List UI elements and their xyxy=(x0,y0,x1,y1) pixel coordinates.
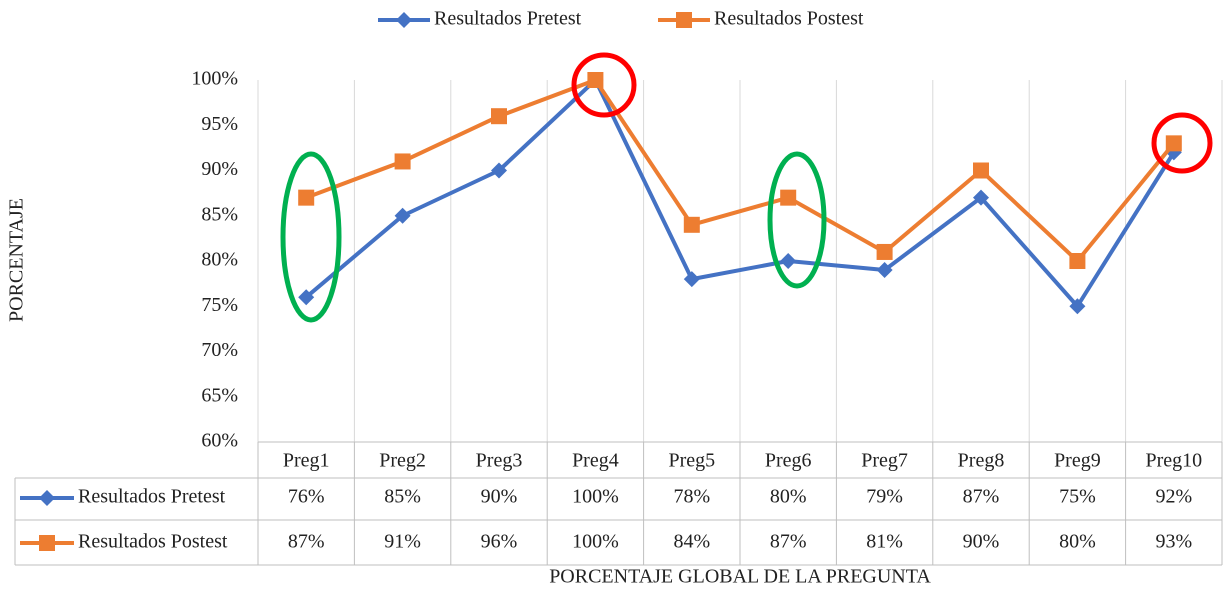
table-value: 92% xyxy=(1155,486,1192,508)
legend-marker xyxy=(676,12,692,28)
y-tick-label: 85% xyxy=(201,203,238,225)
x-tick-label: Preg8 xyxy=(958,450,1005,472)
data-point xyxy=(298,289,315,306)
table-value: 87% xyxy=(770,531,807,553)
data-point xyxy=(973,162,989,179)
table-value: 96% xyxy=(481,531,518,553)
table-value: 87% xyxy=(963,486,1000,508)
table-value: 84% xyxy=(673,531,710,553)
data-point xyxy=(394,153,411,170)
data-point xyxy=(394,207,411,224)
y-tick-label: 75% xyxy=(201,294,238,316)
table-value: 93% xyxy=(1155,531,1192,553)
y-tick-label: 90% xyxy=(201,158,238,180)
data-point xyxy=(1069,298,1086,315)
data-point xyxy=(491,162,507,179)
x-tick-label: Preg4 xyxy=(572,450,619,472)
series-line xyxy=(305,78,1176,263)
data-point xyxy=(298,189,315,206)
x-tick-label: Preg10 xyxy=(1145,450,1202,472)
x-tick-label: Preg7 xyxy=(861,450,908,472)
table-value: 76% xyxy=(288,486,325,508)
data-point xyxy=(1165,135,1182,152)
x-tick-label: Preg3 xyxy=(476,450,523,472)
series-line xyxy=(304,78,1176,309)
table-value: 85% xyxy=(384,486,421,508)
data-point xyxy=(491,108,507,125)
x-tick-label: Preg1 xyxy=(283,450,330,472)
annotation-ellipse xyxy=(571,52,637,118)
table-value: 87% xyxy=(288,531,325,553)
y-tick-label: 95% xyxy=(201,113,238,135)
annotation-ellipse xyxy=(1151,112,1213,174)
y-tick-label: 100% xyxy=(191,68,238,90)
x-axis-label: PORCENTAJE GLOBAL DE LA PREGUNTA xyxy=(549,566,931,588)
table-series-name: Resultados Pretest xyxy=(78,486,226,508)
data-point xyxy=(683,271,700,288)
data-point xyxy=(587,72,604,88)
data-point xyxy=(876,243,893,260)
table-value: 91% xyxy=(384,531,421,553)
y-tick-label: 70% xyxy=(201,339,238,361)
legend-label: Resultados Pretest xyxy=(434,8,582,30)
x-tick-label: Preg5 xyxy=(668,450,715,472)
y-tick-label: 80% xyxy=(201,249,238,271)
data-point xyxy=(683,216,700,233)
table-value: 90% xyxy=(963,531,1000,553)
y-tick-label: 60% xyxy=(201,430,238,452)
table-value: 81% xyxy=(866,531,903,553)
data-point xyxy=(973,189,989,206)
y-tick-label: 65% xyxy=(201,384,238,406)
table-legend-marker xyxy=(39,490,55,506)
annotation-ellipse xyxy=(767,151,827,289)
table-legend-marker xyxy=(39,535,55,551)
table-value: 100% xyxy=(572,486,619,508)
annotation-ellipse xyxy=(280,151,342,323)
table-value: 78% xyxy=(673,486,710,508)
table-value: 79% xyxy=(866,486,903,508)
legend-label: Resultados Postest xyxy=(714,8,864,30)
data-point xyxy=(780,253,797,269)
data-point xyxy=(876,262,893,279)
legend-marker xyxy=(396,12,412,28)
table-value: 75% xyxy=(1059,486,1096,508)
data-point xyxy=(1069,253,1086,269)
x-tick-label: Preg9 xyxy=(1054,450,1101,472)
table-series-name: Resultados Postest xyxy=(78,531,228,553)
table-value: 90% xyxy=(481,486,518,508)
table-value: 80% xyxy=(770,486,807,508)
x-tick-label: Preg2 xyxy=(379,450,426,472)
data-point xyxy=(780,189,797,206)
x-tick-label: Preg6 xyxy=(765,450,812,472)
y-axis-label: PORCENTAJE xyxy=(6,198,28,322)
table-value: 100% xyxy=(572,531,619,553)
table-value: 80% xyxy=(1059,531,1096,553)
